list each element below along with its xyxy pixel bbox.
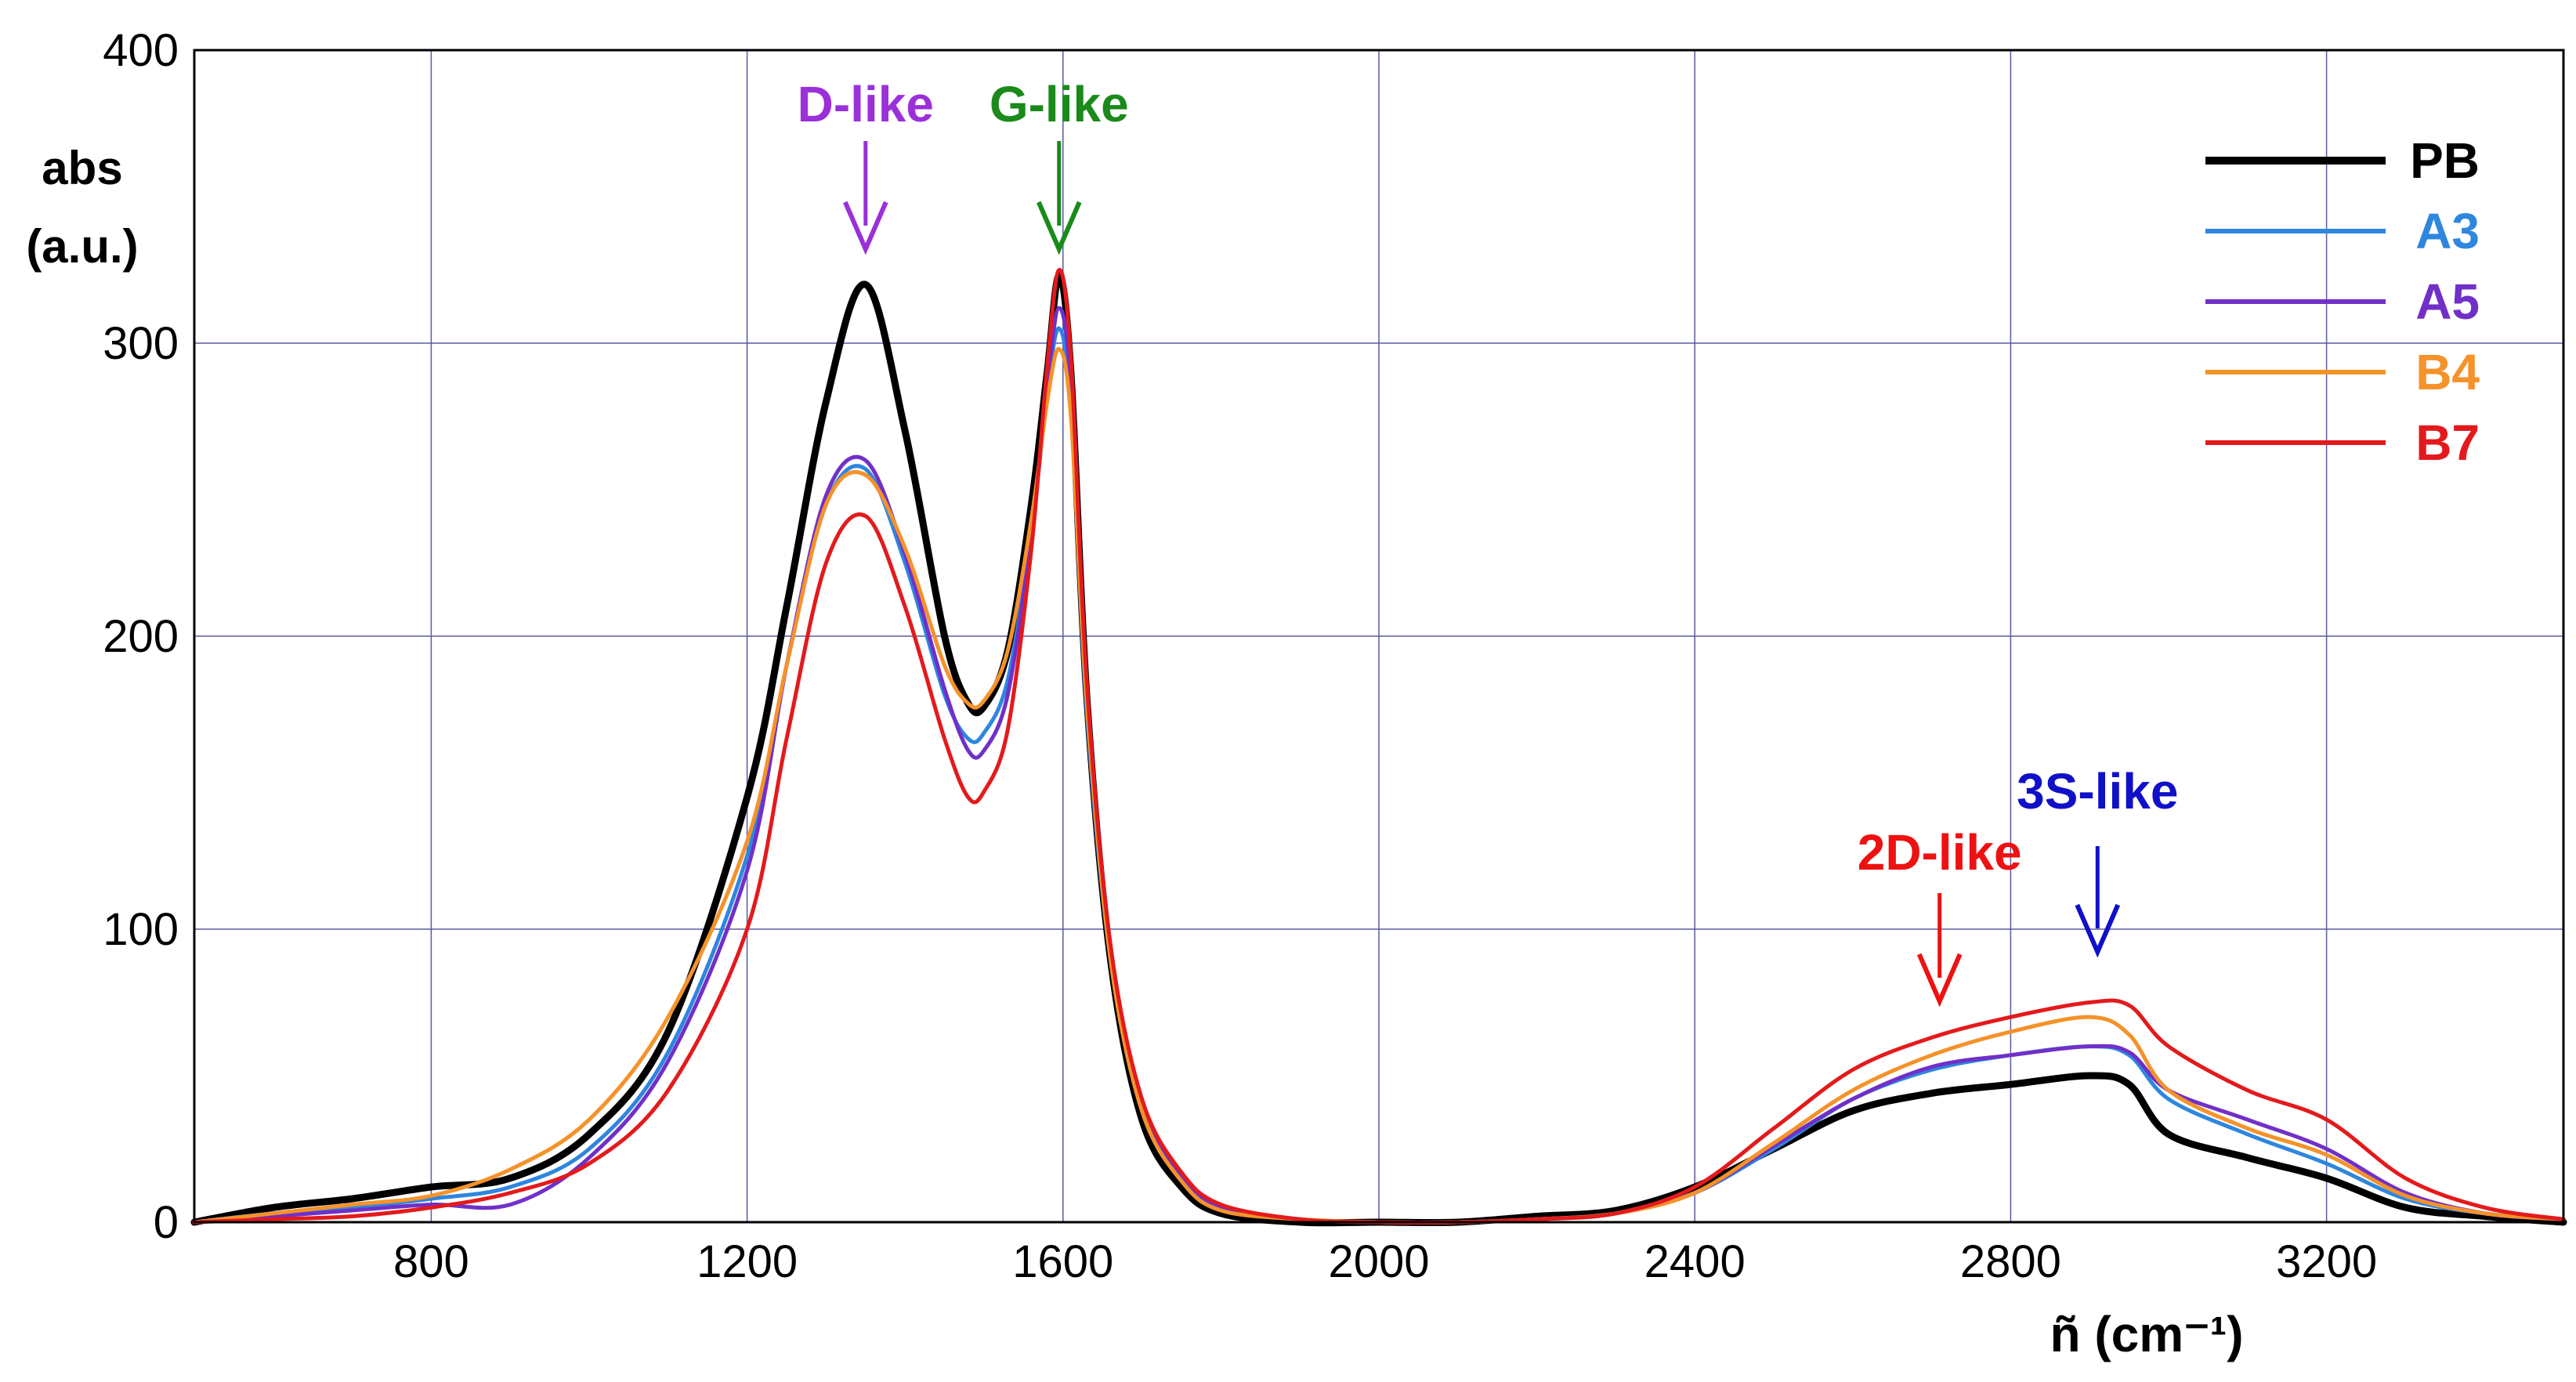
annotation-label-g-like: G-like <box>990 76 1129 132</box>
y-tick-label: 300 <box>103 318 179 369</box>
x-tick-label: 2800 <box>1960 1236 2061 1287</box>
annotation-label-d-like: D-like <box>798 76 934 132</box>
y-tick-label: 100 <box>103 904 179 955</box>
y-tick-labels: 0 100 200 300 400 <box>103 25 179 1248</box>
y-tick-label: 400 <box>103 25 179 76</box>
legend-label-pb: PB <box>2410 132 2480 189</box>
x-tick-label: 1200 <box>696 1236 798 1287</box>
legend-label-b7: B7 <box>2415 414 2480 471</box>
legend-label-b4: B4 <box>2415 344 2480 400</box>
x-tick-label: 800 <box>393 1236 469 1287</box>
annotation-label-2d-like: 2D-like <box>1858 824 2022 881</box>
x-tick-label: 2000 <box>1328 1236 1429 1287</box>
x-tick-label: 3200 <box>2276 1236 2377 1287</box>
annotation-label-3s-like: 3S-like <box>2017 763 2178 819</box>
annotation-arrow-head-g-like <box>1037 201 1082 255</box>
x-tick-label: 2400 <box>1644 1236 1746 1287</box>
plot-frame <box>193 49 2565 1224</box>
y-tick-label: 0 <box>154 1197 179 1248</box>
series-layer <box>190 268 2567 1227</box>
y-axis-label-line2: (a.u.) <box>26 220 138 273</box>
annotation-arrow-head-3s-like <box>2075 903 2121 958</box>
y-axis-label-line1: abs <box>42 142 122 194</box>
x-axis-label: ñ (cm⁻¹) <box>2050 1306 2243 1362</box>
legend-label-a3: A3 <box>2415 203 2480 259</box>
legend-label-a5: A5 <box>2415 273 2480 330</box>
series-line-b7 <box>192 268 2566 1225</box>
y-tick-label: 200 <box>103 611 179 662</box>
annotation-arrow-head-2d-like <box>1916 953 1963 1008</box>
x-tick-label: 1600 <box>1012 1236 1113 1287</box>
annotation-arrow-head-d-like <box>843 201 888 255</box>
legend: PB A3 A5 B4 B7 <box>2205 132 2480 471</box>
x-tick-labels: 800 1200 1600 2000 2400 2800 3200 <box>393 1236 2377 1287</box>
